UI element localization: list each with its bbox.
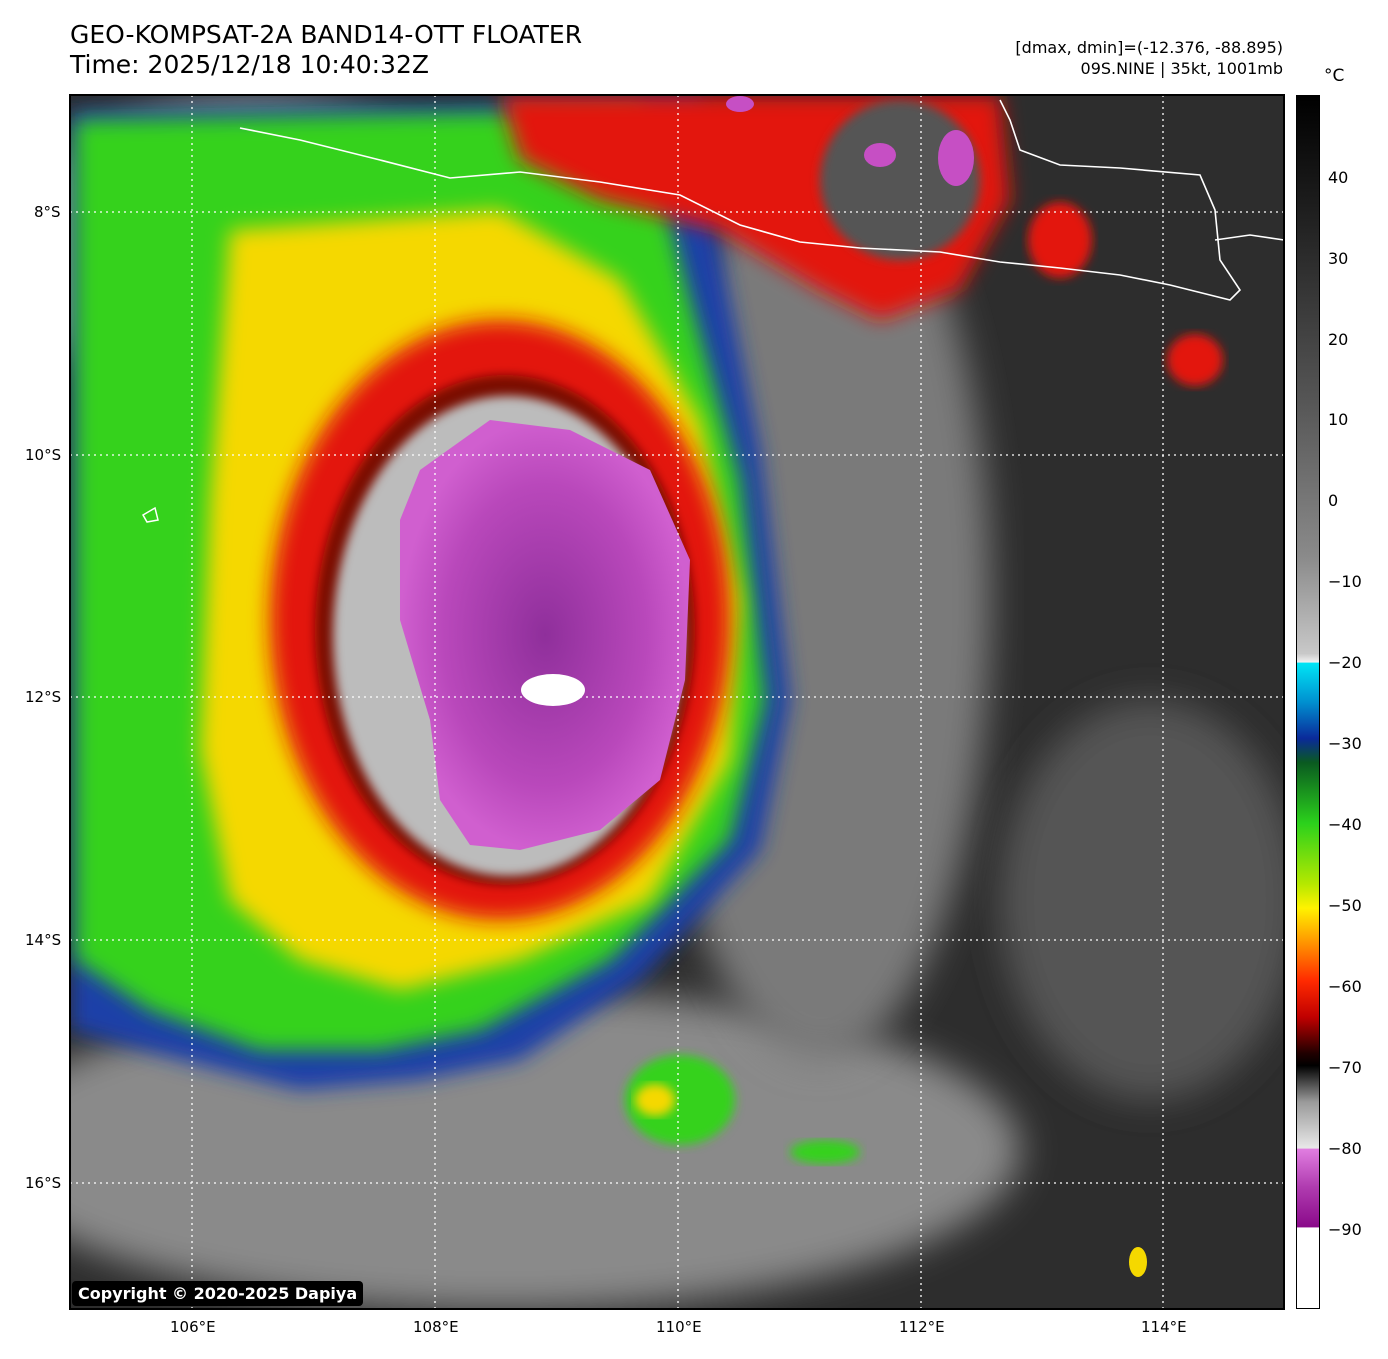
lat-tick-label: 8°S [34, 203, 61, 221]
colorbar-unit: °C [1324, 66, 1345, 86]
java-cold-top-1 [864, 143, 896, 167]
colorbar-tick-label: −20 [1328, 653, 1362, 672]
java-cold-top-3 [726, 96, 754, 112]
lon-tick-label: 110°E [656, 1318, 702, 1336]
lat-tick-label: 16°S [25, 1174, 62, 1192]
cell-south-3 [1129, 1247, 1147, 1277]
colorbar-tick-label: 0 [1328, 491, 1339, 510]
colorbar-tick-label: −70 [1328, 1058, 1362, 1077]
cold-cloud-core [400, 420, 690, 850]
colorbar-tick-label: −50 [1328, 896, 1362, 915]
java-convection-gray [820, 100, 980, 260]
lon-tick-label: 112°E [899, 1318, 945, 1336]
lon-tick-label: 108°E [413, 1318, 459, 1336]
colorbar-tick-label: −10 [1328, 572, 1362, 591]
colorbar-tick-label: −80 [1328, 1139, 1362, 1158]
thin-cloud-southeast [1000, 700, 1284, 1100]
title-time: Time: 2025/12/18 10:40:32Z [70, 50, 429, 79]
colorbar-tick-label: 30 [1328, 249, 1349, 268]
coldest-tops [521, 674, 585, 706]
cell-south-2 [790, 1140, 860, 1164]
coastline-java [239, 99, 1242, 301]
lon-tick-label: 114°E [1141, 1318, 1187, 1336]
colorbar-tick-label: 20 [1328, 330, 1349, 349]
lat-tick-label: 12°S [25, 688, 62, 706]
colorbar-tick-label: 10 [1328, 410, 1349, 429]
title-product: GEO-KOMPSAT-2A BAND14-OTT FLOATER [70, 20, 583, 49]
cell-south-1 [625, 1055, 735, 1145]
header-meta: [dmax, dmin]=(-12.376, -88.895) 09S.NINE… [1015, 37, 1283, 79]
colorbar-tick-label: −90 [1328, 1220, 1362, 1239]
storm-info-text: 09S.NINE | 35kt, 1001mb [1080, 59, 1283, 78]
imagery [70, 95, 1284, 1309]
graticule [70, 95, 1284, 1309]
copyright-badge: Copyright © 2020-2025 Dapiya [72, 1281, 364, 1306]
coastline-bali [1214, 234, 1284, 241]
data-range-text: [dmax, dmin]=(-12.376, -88.895) [1015, 38, 1283, 57]
image-title: GEO-KOMPSAT-2A BAND14-OTT FLOATER Time: … [70, 20, 582, 80]
colorbar-tick-label: −40 [1328, 815, 1362, 834]
colorbar-tick-label: −60 [1328, 977, 1362, 996]
plot-frame [69, 94, 1285, 1310]
lat-tick-label: 10°S [25, 446, 62, 464]
lon-tick-label: 106°E [170, 1318, 216, 1336]
colorbar-tick-label: −30 [1328, 734, 1362, 753]
colorbar-tick-label: 40 [1328, 168, 1349, 187]
lat-tick-label: 14°S [25, 931, 62, 949]
java-cold-top-2 [938, 130, 974, 186]
cell-south-1-core [635, 1084, 675, 1116]
temperature-colorbar [1296, 95, 1320, 1309]
cell-east-java [1028, 202, 1092, 278]
cell-bali [1167, 334, 1223, 386]
christmas-island-outline [141, 506, 159, 523]
